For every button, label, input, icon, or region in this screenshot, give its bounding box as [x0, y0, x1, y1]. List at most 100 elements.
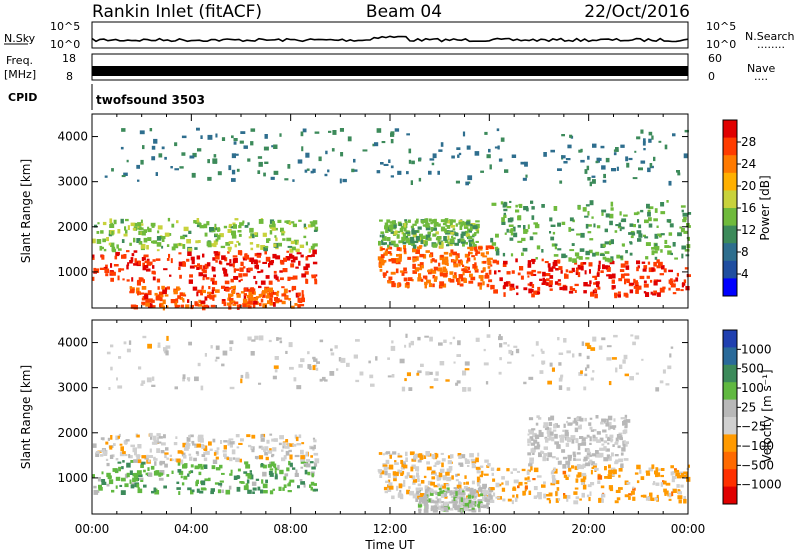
data-cell: [316, 361, 320, 364]
data-cell: [565, 437, 569, 441]
data-cell: [328, 130, 332, 133]
data-cell: [490, 237, 494, 243]
data-cell: [475, 240, 479, 243]
data-cell: [605, 434, 608, 439]
data-cell: [299, 244, 305, 248]
data-cell: [300, 449, 304, 455]
data-cell: [484, 131, 488, 135]
data-cell: [447, 235, 450, 241]
data-cell: [603, 173, 606, 179]
data-cell: [309, 221, 314, 224]
data-cell: [499, 343, 503, 348]
data-cell: [310, 446, 315, 450]
data-cell: [303, 266, 309, 271]
data-cell: [500, 201, 504, 205]
data-cell: [313, 439, 317, 443]
data-cell: [232, 255, 238, 258]
data-cell: [592, 143, 597, 148]
data-cell: [187, 251, 192, 256]
data-cell: [464, 499, 468, 505]
data-cell: [465, 234, 469, 237]
data-cell: [210, 304, 216, 308]
data-cell: [301, 290, 304, 295]
data-cell: [459, 225, 463, 230]
data-cell: [411, 160, 415, 165]
data-cell: [289, 248, 294, 253]
data-cell: [531, 354, 535, 357]
data-cell: [589, 238, 594, 241]
data-cell: [281, 286, 285, 289]
data-cell: [554, 441, 559, 445]
data-cell: [279, 469, 284, 475]
data-cell: [126, 348, 131, 353]
data-cell: [660, 211, 666, 215]
data-cell: [442, 283, 447, 288]
data-cell: [625, 293, 629, 298]
data-cell: [683, 279, 687, 284]
data-cell: [264, 288, 267, 293]
data-cell: [476, 476, 480, 481]
data-cell: [387, 479, 391, 483]
data-cell: [624, 494, 630, 498]
data-cell: [280, 227, 284, 233]
data-cell: [129, 286, 133, 290]
data-cell: [390, 271, 396, 275]
data-cell: [271, 145, 274, 148]
data-cell: [534, 223, 540, 229]
data-cell: [305, 463, 311, 468]
data-cell: [419, 262, 424, 266]
data-cell: [608, 274, 613, 279]
data-cell: [430, 488, 434, 494]
data-cell: [557, 337, 560, 341]
data-cell: [617, 291, 621, 294]
data-cell: [467, 488, 472, 492]
data-cell: [493, 289, 498, 294]
data-cell: [613, 334, 618, 338]
data-cell: [565, 442, 570, 447]
data-cell: [247, 222, 250, 226]
data-cell: [600, 485, 605, 489]
data-cell: [273, 144, 278, 149]
data-cell: [506, 271, 511, 275]
data-cell: [146, 258, 150, 262]
data-cell: [530, 466, 533, 471]
data-cell: [299, 479, 303, 482]
data-cell: [399, 494, 404, 500]
data-cell: [470, 491, 473, 495]
data-cell: [537, 286, 541, 291]
data-cell: [676, 170, 680, 173]
data-cell: [213, 274, 216, 278]
data-cell: [597, 473, 601, 476]
data-band-0: [92, 460, 318, 495]
data-cell: [572, 451, 576, 456]
data-cell: [650, 291, 653, 295]
data-cell: [580, 265, 584, 271]
data-cell: [133, 250, 138, 253]
data-cell: [389, 229, 393, 232]
data-cell: [591, 216, 594, 219]
nsearch-right-tick-top: 10^5: [706, 20, 736, 33]
data-cell: [383, 163, 389, 166]
data-cell: [430, 499, 435, 504]
data-cell: [384, 222, 389, 227]
data-cell: [413, 230, 419, 233]
data-cell: [582, 207, 587, 212]
data-cell: [684, 249, 690, 252]
data-cell: [515, 258, 518, 263]
data-cell: [405, 231, 410, 234]
data-cell: [281, 300, 286, 305]
data-cell: [634, 335, 640, 340]
data-cell: [383, 486, 389, 491]
data-cell: [491, 242, 497, 246]
data-cell: [119, 268, 125, 271]
data-cell: [566, 387, 571, 391]
data-cell: [437, 499, 440, 503]
data-cell: [454, 242, 459, 246]
data-cell: [178, 266, 181, 270]
data-cell: [566, 350, 571, 354]
data-cell: [98, 486, 103, 491]
data-cell: [233, 268, 236, 273]
data-cell: [111, 231, 114, 236]
data-cell: [613, 418, 616, 422]
data-cell: [250, 141, 254, 146]
